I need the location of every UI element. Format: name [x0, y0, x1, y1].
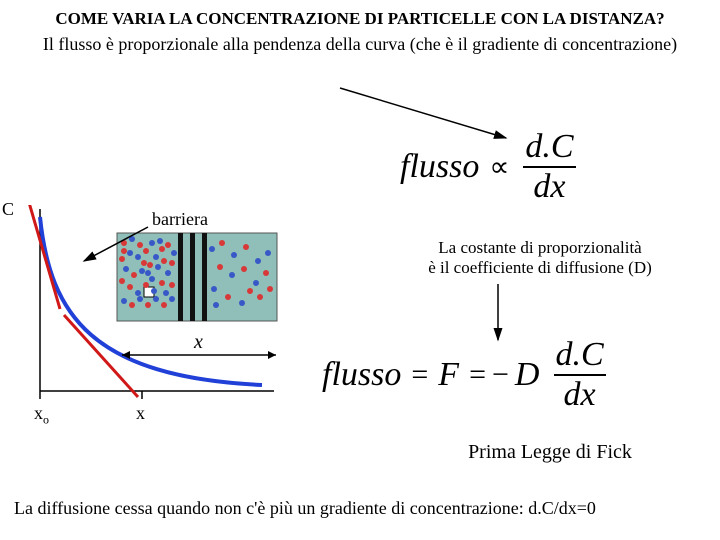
x-origin-label: xo: [34, 403, 49, 428]
caption-line1: La costante di proporzionalità: [390, 238, 690, 258]
x-span-label: x: [194, 331, 203, 354]
eq2-eq1: =: [411, 358, 428, 392]
eq1-lhs: flusso: [400, 148, 479, 186]
fick-law-label: Prima Legge di Fick: [440, 440, 660, 464]
eq2-fraction: d.C dx: [549, 338, 609, 412]
x-label: x: [136, 403, 145, 424]
eq1-fraction: d.C dx: [519, 130, 579, 204]
fick-law-text: Prima Legge di Fick: [468, 441, 632, 463]
eq2-eq2: =: [469, 358, 486, 392]
footer-note: La diffusione cessa quando non c'è più u…: [14, 498, 596, 520]
eq2-numerator: d.C: [549, 338, 609, 374]
caption-line2: è il coefficiente di diffusione (D): [390, 258, 690, 278]
eq2-lhs: flusso: [322, 356, 401, 394]
page-subtitle: Il flusso è proporzionale alla pendenza …: [0, 29, 720, 56]
x-origin-sub: o: [43, 413, 49, 427]
footer-text: La diffusione cessa quando non c'è più u…: [14, 498, 596, 518]
concentration-graph: C barrie: [12, 205, 282, 435]
equation-fick: flusso = F = − D d.C dx: [322, 338, 610, 412]
eq1-numerator: d.C: [519, 130, 579, 166]
page-title: COME VARIA LA CONCENTRAZIONE DI PARTICEL…: [0, 0, 720, 29]
eq2-D: D: [515, 356, 540, 394]
eq2-neg: −: [492, 358, 509, 392]
eq2-F: F: [438, 356, 459, 394]
eq1-denominator: dx: [523, 166, 575, 204]
proportionality-caption: La costante di proporzionalità è il coef…: [390, 238, 690, 279]
barrier-label: barriera: [152, 209, 208, 230]
graph-svg: [12, 205, 282, 435]
eq1-prop-symbol: ∝: [489, 150, 509, 184]
x-origin-x: x: [34, 403, 43, 423]
equation-proportional: flusso ∝ d.C dx: [400, 130, 580, 204]
eq2-denominator: dx: [554, 374, 606, 412]
